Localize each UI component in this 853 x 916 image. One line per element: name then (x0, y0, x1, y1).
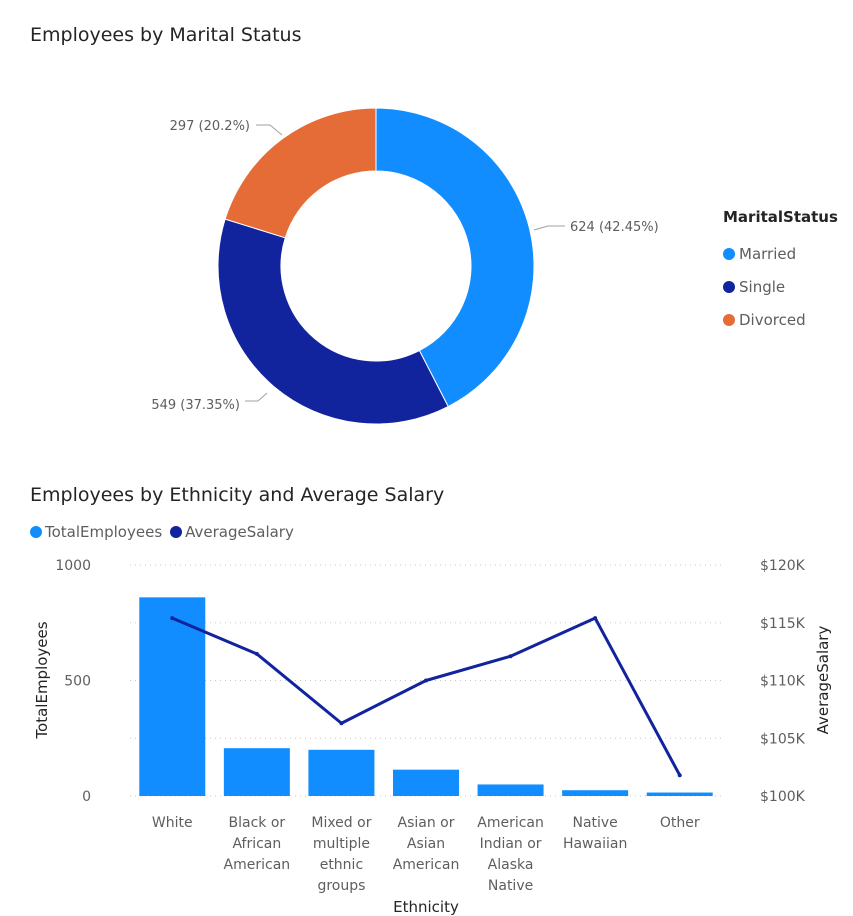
legend-item-averagesalary[interactable]: AverageSalary (170, 523, 294, 541)
x-tick-label: Asian or Asian American (393, 815, 460, 873)
y-tick-label: 0 (82, 789, 91, 805)
bar-totalemployees[interactable] (393, 769, 459, 796)
bar-totalemployees[interactable] (562, 790, 629, 796)
point-averagesalary[interactable] (677, 773, 682, 778)
legend-label-divorced: Divorced (739, 310, 806, 329)
x-axis-title: Ethnicity (393, 898, 459, 916)
point-averagesalary[interactable] (170, 616, 175, 621)
y2-axis-title: AverageSalary (814, 626, 832, 735)
x-tick-label: Other (660, 815, 700, 831)
leader-line-divorced (256, 124, 283, 136)
combo-chart-title: Employees by Ethnicity and Average Salar… (30, 484, 445, 506)
legend-item-married[interactable]: Married (723, 237, 838, 270)
bar-totalemployees[interactable] (477, 784, 544, 796)
legend-title: MaritalStatus (723, 208, 838, 226)
point-averagesalary[interactable] (254, 651, 259, 656)
y-axis-title: TotalEmployees (33, 621, 51, 739)
x-tick-label: Mixed or multiple ethnic groups (311, 815, 371, 894)
y2-tick-label: $120K (760, 558, 806, 574)
ethnicity-salary-combo-chart: 0 500 1000 $100K $105K $110K $115K $120K White Bl… (33, 558, 832, 916)
data-label-divorced: 297 (20.2%) (170, 119, 250, 134)
y2-tick-label: $105K (760, 731, 806, 747)
legend-item-divorced[interactable]: Divorced (723, 303, 838, 336)
legend-swatch-single (723, 280, 735, 293)
y-tick-label: 1000 (55, 558, 91, 574)
y2-tick-label: $110K (760, 674, 806, 690)
leader-line-married (533, 225, 565, 231)
legend-item-single[interactable]: Single (723, 270, 838, 303)
donut-chart-title: Employees by Marital Status (30, 24, 302, 46)
x-tick-label: Black or African American (224, 815, 291, 873)
legend-swatch-totalemployees (30, 526, 42, 538)
legend-swatch-divorced (723, 313, 735, 326)
point-averagesalary[interactable] (593, 616, 598, 621)
data-label-married: 624 (42.45%) (570, 220, 659, 235)
donut-slice-single[interactable] (217, 218, 449, 425)
x-tick-label: White (152, 815, 193, 831)
leader-line-single (245, 392, 268, 402)
legend-label-single: Single (739, 277, 786, 296)
marital-status-legend: MaritalStatus Married Single Divorced (723, 208, 838, 336)
legend-label-averagesalary: AverageSalary (185, 523, 294, 541)
y-tick-label: 500 (64, 674, 91, 690)
point-averagesalary[interactable] (424, 678, 428, 683)
donut-slice-married[interactable] (375, 107, 535, 408)
y2-tick-label: $100K (760, 789, 806, 805)
donut-slice-divorced[interactable] (224, 107, 377, 239)
x-tick-label: Native Hawaiian (563, 815, 627, 852)
legend-label-totalemployees: TotalEmployees (45, 523, 163, 541)
legend-label-married: Married (739, 244, 797, 263)
y2-tick-label: $115K (760, 616, 806, 632)
combo-chart-legend: TotalEmployees AverageSalary (30, 523, 302, 541)
legend-swatch-married (723, 247, 735, 260)
bar-totalemployees[interactable] (308, 749, 375, 796)
x-tick-label: American Indian or Alaska Native (477, 815, 544, 894)
legend-item-totalemployees[interactable]: TotalEmployees (30, 523, 162, 541)
bar-totalemployees[interactable] (646, 792, 713, 796)
marital-status-donut-chart: 624 (42.45%) 549 (37.35%) 297 (20.2%) (151, 107, 659, 425)
bar-totalemployees[interactable] (139, 597, 206, 796)
bar-totalemployees[interactable] (223, 748, 290, 796)
data-label-single: 549 (37.35%) (151, 398, 240, 413)
point-averagesalary[interactable] (508, 654, 513, 659)
point-averagesalary[interactable] (339, 721, 344, 726)
legend-swatch-averagesalary (170, 526, 183, 538)
